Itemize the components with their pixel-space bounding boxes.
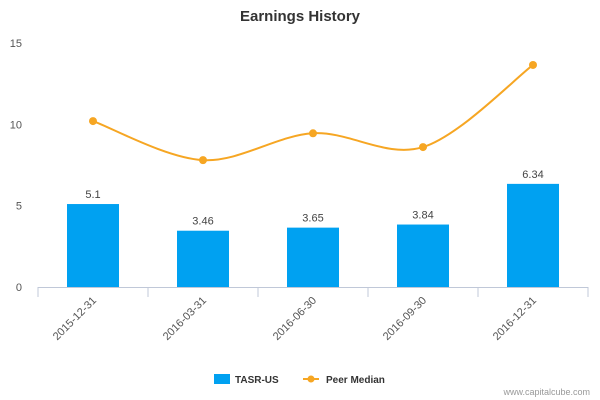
peer-median-line <box>92 64 534 162</box>
bar-tasr-2016-09-30[interactable] <box>397 224 449 287</box>
bar-data-label: 3.65 <box>302 213 323 225</box>
peer-median-point-2016-03-31[interactable] <box>199 156 207 165</box>
bar-data-label: 3.46 <box>192 216 213 228</box>
bar-data-label: 5.1 <box>85 189 100 201</box>
bar-data-label: 6.34 <box>522 169 543 181</box>
legend-label-peer-median: Peer Median <box>326 375 385 386</box>
x-tick-label: 2016-09-30 <box>381 295 429 343</box>
peer-median-point-2016-09-30[interactable] <box>419 143 427 152</box>
legend-swatch-tasr <box>214 374 230 384</box>
legend-label-tasr: TASR-US <box>235 375 279 386</box>
x-tick-label: 2015-12-31 <box>51 295 99 343</box>
legend-swatch-peer-marker <box>307 375 315 383</box>
credit-text: www.capitalcube.com <box>502 387 590 397</box>
y-tick-label: 15 <box>10 38 22 50</box>
bar-data-label: 3.84 <box>412 210 433 222</box>
y-tick-label: 5 <box>16 201 22 213</box>
y-tick-label: 10 <box>10 119 22 131</box>
bar-tasr-2015-12-31[interactable] <box>67 204 119 287</box>
bar-tasr-2016-12-31[interactable] <box>507 183 559 287</box>
bar-tasr-2016-03-31[interactable] <box>177 230 229 287</box>
x-tick-label: 2016-12-31 <box>491 295 539 343</box>
y-tick-label: 0 <box>16 282 22 294</box>
x-tick-label: 2016-06-30 <box>271 295 319 343</box>
chart-title: Earnings History <box>240 8 361 25</box>
x-tick-label: 2016-03-31 <box>161 295 209 343</box>
peer-median-point-2016-12-31[interactable] <box>529 60 537 69</box>
peer-median-point-2016-06-30[interactable] <box>309 129 317 138</box>
bar-tasr-2016-06-30[interactable] <box>287 227 339 287</box>
chart-legend: TASR-US Peer Median <box>214 374 385 386</box>
peer-median-point-2015-12-31[interactable] <box>89 117 97 126</box>
